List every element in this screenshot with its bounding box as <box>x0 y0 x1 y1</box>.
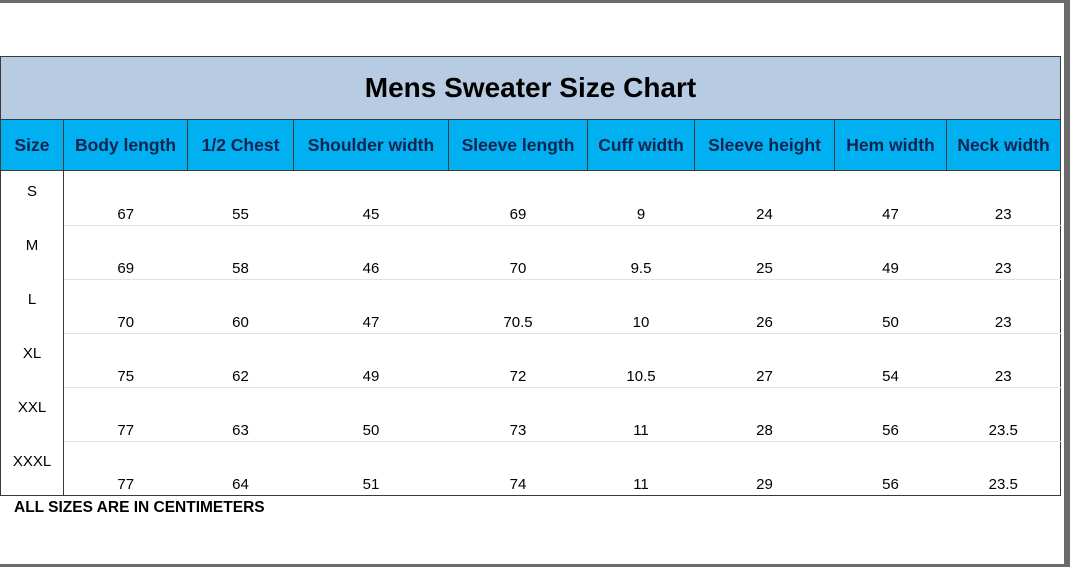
measurement-cell: 9 <box>587 170 695 226</box>
measurement-cell: 74 <box>448 441 588 496</box>
column-header-row: Size Body length 1/2 Chest Shoulder width Sl… <box>0 119 1062 171</box>
measurement-cell: 77 <box>63 441 188 496</box>
measurement-cell: 23 <box>946 170 1062 226</box>
size-chart-sheet: Mens Sweater Size Chart Size Body length 1… <box>0 56 1062 496</box>
measurement-cell: 28 <box>694 387 835 442</box>
measurement-cell: 47 <box>293 279 449 334</box>
measurement-cell: 70 <box>448 225 588 280</box>
measurement-cell: 50 <box>293 387 449 442</box>
table-row: XXXL 77 64 51 74 11 29 56 23.5 <box>0 441 1062 496</box>
measurement-cell: 63 <box>187 387 294 442</box>
size-label-cell: M <box>0 225 64 279</box>
table-row: L 70 60 47 70.5 10 26 50 23 <box>0 279 1062 334</box>
measurement-cell: 64 <box>187 441 294 496</box>
window-frame-bottom <box>0 564 1070 567</box>
measurement-cell: 56 <box>834 441 947 496</box>
measurement-cell: 47 <box>834 170 947 226</box>
table-body: S 67 55 45 69 9 24 47 23 M 69 58 46 70 9.5 25 49 23 L 70 60 4… <box>0 170 1062 496</box>
size-label-cell: S <box>0 170 64 225</box>
size-label-cell: XXXL <box>0 441 64 496</box>
column-header-hem-width: Hem width <box>834 119 947 171</box>
column-header-1-2-chest: 1/2 Chest <box>187 119 294 171</box>
measurement-cell: 77 <box>63 387 188 442</box>
measurement-cell: 51 <box>293 441 449 496</box>
measurement-cell: 69 <box>448 170 588 226</box>
measurement-cell: 58 <box>187 225 294 280</box>
measurement-cell: 46 <box>293 225 449 280</box>
measurement-cell: 23 <box>946 279 1062 334</box>
measurement-cell: 72 <box>448 333 588 388</box>
column-header-body-length: Body length <box>63 119 188 171</box>
measurement-cell: 29 <box>694 441 835 496</box>
column-header-sleeve-length: Sleeve length <box>448 119 588 171</box>
measurement-cell: 60 <box>187 279 294 334</box>
measurement-cell: 23 <box>946 333 1062 388</box>
measurement-cell: 49 <box>834 225 947 280</box>
column-header-sleeve-height: Sleeve height <box>694 119 835 171</box>
size-label-cell: XXL <box>0 387 64 441</box>
table-row: S 67 55 45 69 9 24 47 23 <box>0 170 1062 226</box>
column-header-shoulder-width: Shoulder width <box>293 119 449 171</box>
measurement-cell: 67 <box>63 170 188 226</box>
units-note: ALL SIZES ARE IN CENTIMETERS <box>14 499 265 516</box>
size-label-cell: XL <box>0 333 64 387</box>
measurement-cell: 49 <box>293 333 449 388</box>
chart-title: Mens Sweater Size Chart <box>0 56 1062 120</box>
measurement-cell: 50 <box>834 279 947 334</box>
measurement-cell: 23.5 <box>946 441 1062 496</box>
measurement-cell: 70 <box>63 279 188 334</box>
measurement-cell: 27 <box>694 333 835 388</box>
measurement-cell: 55 <box>187 170 294 226</box>
measurement-cell: 70.5 <box>448 279 588 334</box>
measurement-cell: 26 <box>694 279 835 334</box>
measurement-cell: 73 <box>448 387 588 442</box>
measurement-cell: 24 <box>694 170 835 226</box>
measurement-cell: 25 <box>694 225 835 280</box>
table-row: XL 75 62 49 72 10.5 27 54 23 <box>0 333 1062 388</box>
column-header-neck-width: Neck width <box>945 119 1062 171</box>
measurement-cell: 10 <box>587 279 695 334</box>
table-row: XXL 77 63 50 73 11 28 56 23.5 <box>0 387 1062 442</box>
size-label-cell: L <box>0 279 64 333</box>
column-header-size: Size <box>0 119 64 171</box>
column-header-cuff-width: Cuff width <box>587 119 695 171</box>
measurement-cell: 11 <box>587 387 695 442</box>
measurement-cell: 45 <box>293 170 449 226</box>
size-chart-table: Mens Sweater Size Chart Size Body length 1… <box>0 56 1062 496</box>
measurement-cell: 56 <box>834 387 947 442</box>
measurement-cell: 69 <box>63 225 188 280</box>
table-row: M 69 58 46 70 9.5 25 49 23 <box>0 225 1062 280</box>
window-frame-right <box>1064 0 1070 567</box>
measurement-cell: 10.5 <box>587 333 695 388</box>
measurement-cell: 23.5 <box>946 387 1062 442</box>
measurement-cell: 54 <box>834 333 947 388</box>
window-frame-top <box>0 0 1070 3</box>
measurement-cell: 23 <box>946 225 1062 280</box>
measurement-cell: 11 <box>587 441 695 496</box>
measurement-cell: 62 <box>187 333 294 388</box>
measurement-cell: 9.5 <box>587 225 695 280</box>
measurement-cell: 75 <box>63 333 188 388</box>
